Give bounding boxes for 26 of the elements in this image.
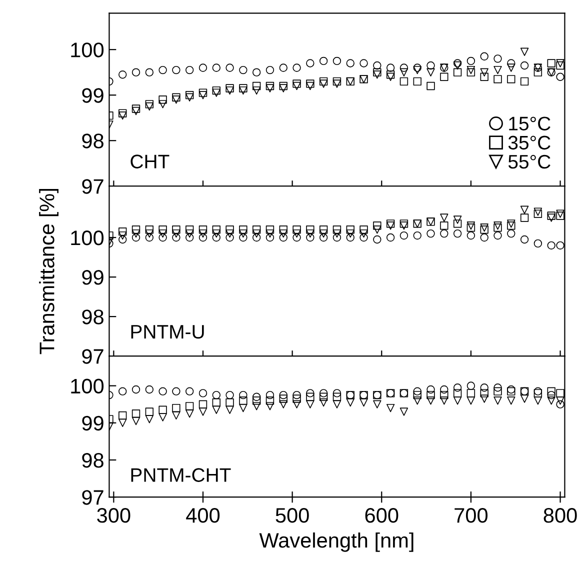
y-tick-label: 98 [82,134,104,148]
x-tick-label: 700 [454,508,488,523]
x-tick-label: 600 [365,508,398,523]
x-tick-label: 500 [276,508,309,523]
legend-label: 35°C [508,136,550,150]
x-tick-label: 300 [97,508,130,523]
y-tick-label: 98 [82,310,104,324]
y-tick-label: 97 [82,490,104,505]
legend-label: 55°C [508,154,550,169]
annotation: CHT [130,154,170,168]
x-axis-title: Wavelength [nm] [259,532,414,552]
annotation: PNTM-U [131,325,204,339]
y-tick-label: 100 [71,378,104,394]
y-tick-label: 100 [71,42,104,58]
y-tick-label: 99 [82,88,104,103]
x-tick-label: 800 [544,508,577,523]
y-tick-label: 99 [82,270,104,285]
y-tick-label: 97 [82,179,104,194]
y-tick-label: 97 [82,349,104,364]
y-tick-label: 98 [82,452,104,468]
y-tick-label: 99 [82,416,104,431]
legend-label: 15°C [509,116,550,130]
annotation: PNTM-CHT [131,468,231,482]
y-tick-label: 100 [71,230,104,246]
y-axis-title: Transmittance [%] [39,189,58,354]
x-tick-label: 400 [186,508,220,523]
